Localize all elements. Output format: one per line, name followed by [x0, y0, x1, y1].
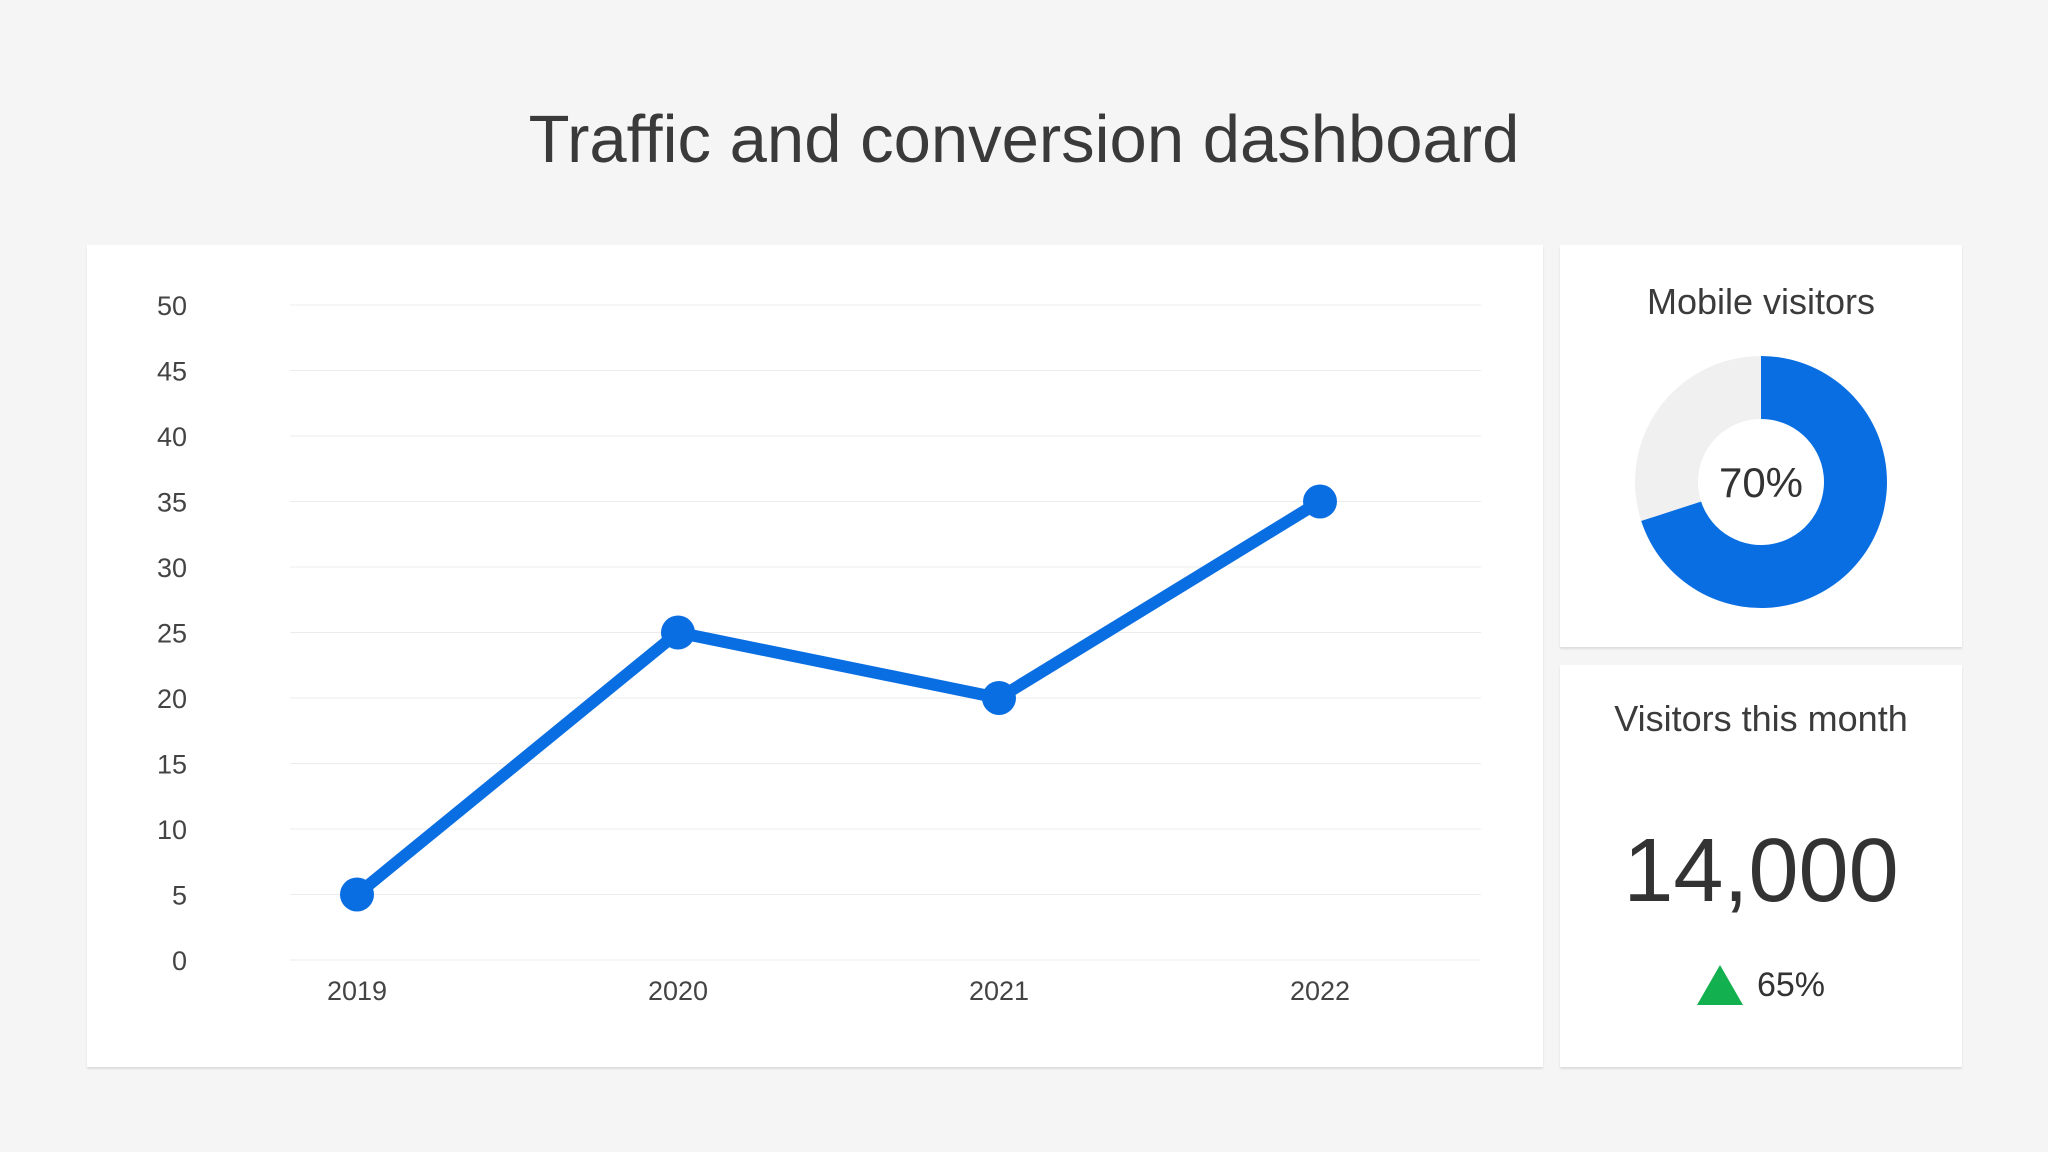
series-line	[351, 495, 1326, 901]
data-point	[340, 877, 374, 912]
page-title: Traffic and conversion dashboard	[528, 102, 1520, 177]
mobile-visitors-title: Mobile visitors	[1646, 281, 1876, 322]
y-tick-label: 20	[157, 684, 187, 714]
y-tick-label: 50	[157, 291, 187, 321]
line-chart-card: 0 5 10 15 20 25 30 35 40 45 50 2019 2020 2021 2022	[87, 245, 1543, 1067]
y-tick-label: 45	[157, 357, 187, 387]
donut-center-label: 70%	[1718, 459, 1804, 506]
y-tick-label: 10	[157, 815, 187, 845]
data-point	[661, 615, 695, 650]
y-tick-label: 0	[172, 946, 187, 976]
donut-slice-mobile	[1641, 356, 1887, 608]
donut-chart	[1635, 356, 1887, 608]
y-tick-label: 30	[157, 553, 187, 583]
kpi-value: 14,000	[1623, 821, 1899, 921]
kpi-change: 65%	[1560, 965, 1962, 1005]
x-tick-label: 2021	[969, 976, 1029, 1006]
y-tick-label: 25	[157, 619, 187, 649]
kpi-change-value: 65%	[1756, 965, 1826, 1004]
x-tick-label: 2019	[327, 976, 387, 1006]
donut-slice-other	[1635, 356, 1761, 521]
data-point	[982, 681, 1016, 715]
y-tick-label: 15	[157, 750, 187, 780]
line-chart: 0 5 10 15 20 25 30 35 40 45 50 2019 2020 2021 2022	[157, 291, 1481, 1006]
triangle-up-icon	[1696, 965, 1743, 1005]
y-tick-label: 40	[157, 422, 187, 452]
y-tick-label: 35	[157, 488, 187, 518]
mobile-visitors-card: Mobile visitors 70%	[1560, 245, 1962, 647]
data-point	[1303, 484, 1337, 519]
visitors-this-month-card: Visitors this month 14,000 65%	[1560, 665, 1962, 1067]
kpi-title: Visitors this month	[1614, 698, 1908, 739]
x-tick-label: 2020	[648, 976, 708, 1006]
y-tick-label: 5	[172, 881, 187, 911]
x-tick-label: 2022	[1290, 976, 1350, 1006]
